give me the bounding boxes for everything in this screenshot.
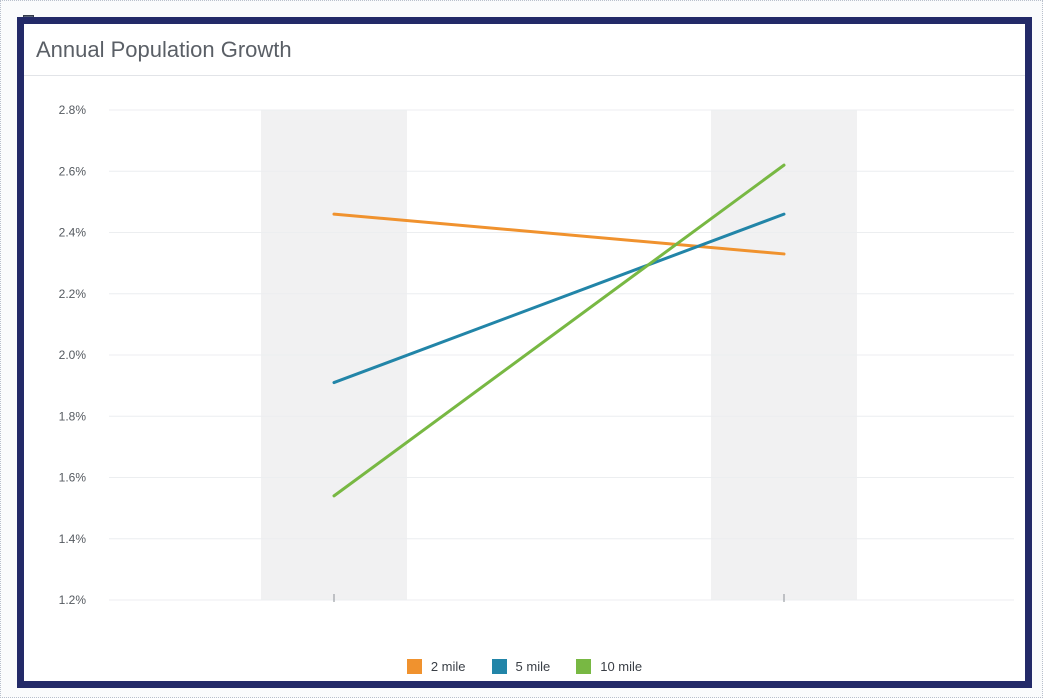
legend-swatch xyxy=(406,658,422,674)
chart-header: Annual Population Growth xyxy=(24,24,1025,76)
legend-swatch xyxy=(491,658,507,674)
legend-label: 5 mile xyxy=(515,658,551,674)
y-tick-label: 2.0% xyxy=(59,348,87,362)
series-line-10-mile xyxy=(332,163,786,498)
line-chart: 1.2%1.4%1.6%1.8%2.0%2.2%2.4%2.6%2.8%2010… xyxy=(59,103,1014,607)
y-tick-label: 2.2% xyxy=(59,287,87,301)
series-line-5-mile xyxy=(332,212,786,385)
series-line-2-mile xyxy=(332,212,786,256)
y-tick-label: 2.8% xyxy=(59,103,87,117)
chart-legend: 2 mile 5 mile 10 mile xyxy=(24,654,1025,678)
legend-swatch xyxy=(576,658,592,674)
chart-title: Annual Population Growth xyxy=(36,37,292,62)
y-tick-label: 1.6% xyxy=(59,471,87,485)
legend-item[interactable]: 10 mile xyxy=(576,658,643,674)
chart-panel: Annual Population Growth 1.2% 1.4% 1.6% 1.8… xyxy=(17,17,1032,688)
y-tick-label: 2.6% xyxy=(59,164,87,178)
legend-item[interactable]: 5 mile xyxy=(491,658,551,674)
legend-label: 2 mile xyxy=(430,658,466,674)
y-tick-label: 2.4% xyxy=(59,226,87,240)
legend-label: 10 mile xyxy=(600,658,643,674)
y-tick-label: 1.2% xyxy=(59,593,87,607)
y-tick-label: 1.4% xyxy=(59,532,87,546)
y-tick-label: 1.8% xyxy=(59,409,87,423)
legend-item[interactable]: 2 mile xyxy=(406,658,466,674)
